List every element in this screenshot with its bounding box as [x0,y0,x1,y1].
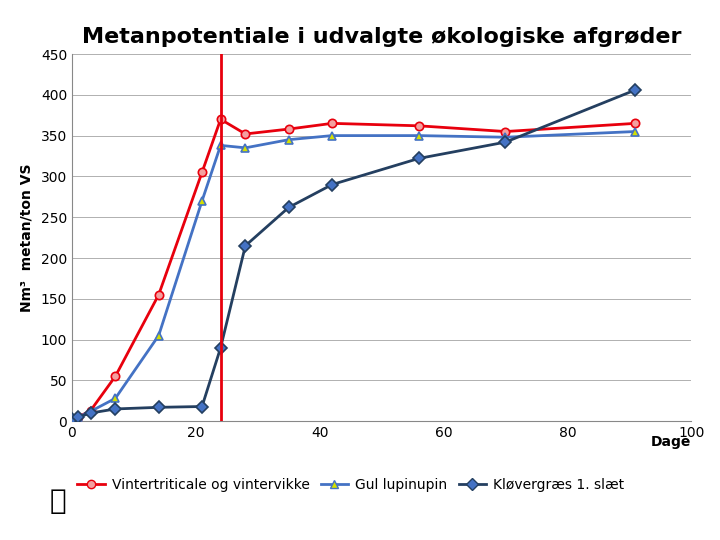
Text: 🌿: 🌿 [49,487,66,515]
Legend: Vintertriticale og vintervikke, Gul lupinupin, Kløvergræs 1. slæt: Vintertriticale og vintervikke, Gul lupi… [71,472,630,497]
Y-axis label: Nm³  metan/ton VS: Nm³ metan/ton VS [20,163,34,312]
Title: Metanpotentiale i udvalgte økologiske afgrøder: Metanpotentiale i udvalgte økologiske af… [82,27,681,47]
Text: Dage: Dage [651,435,691,449]
